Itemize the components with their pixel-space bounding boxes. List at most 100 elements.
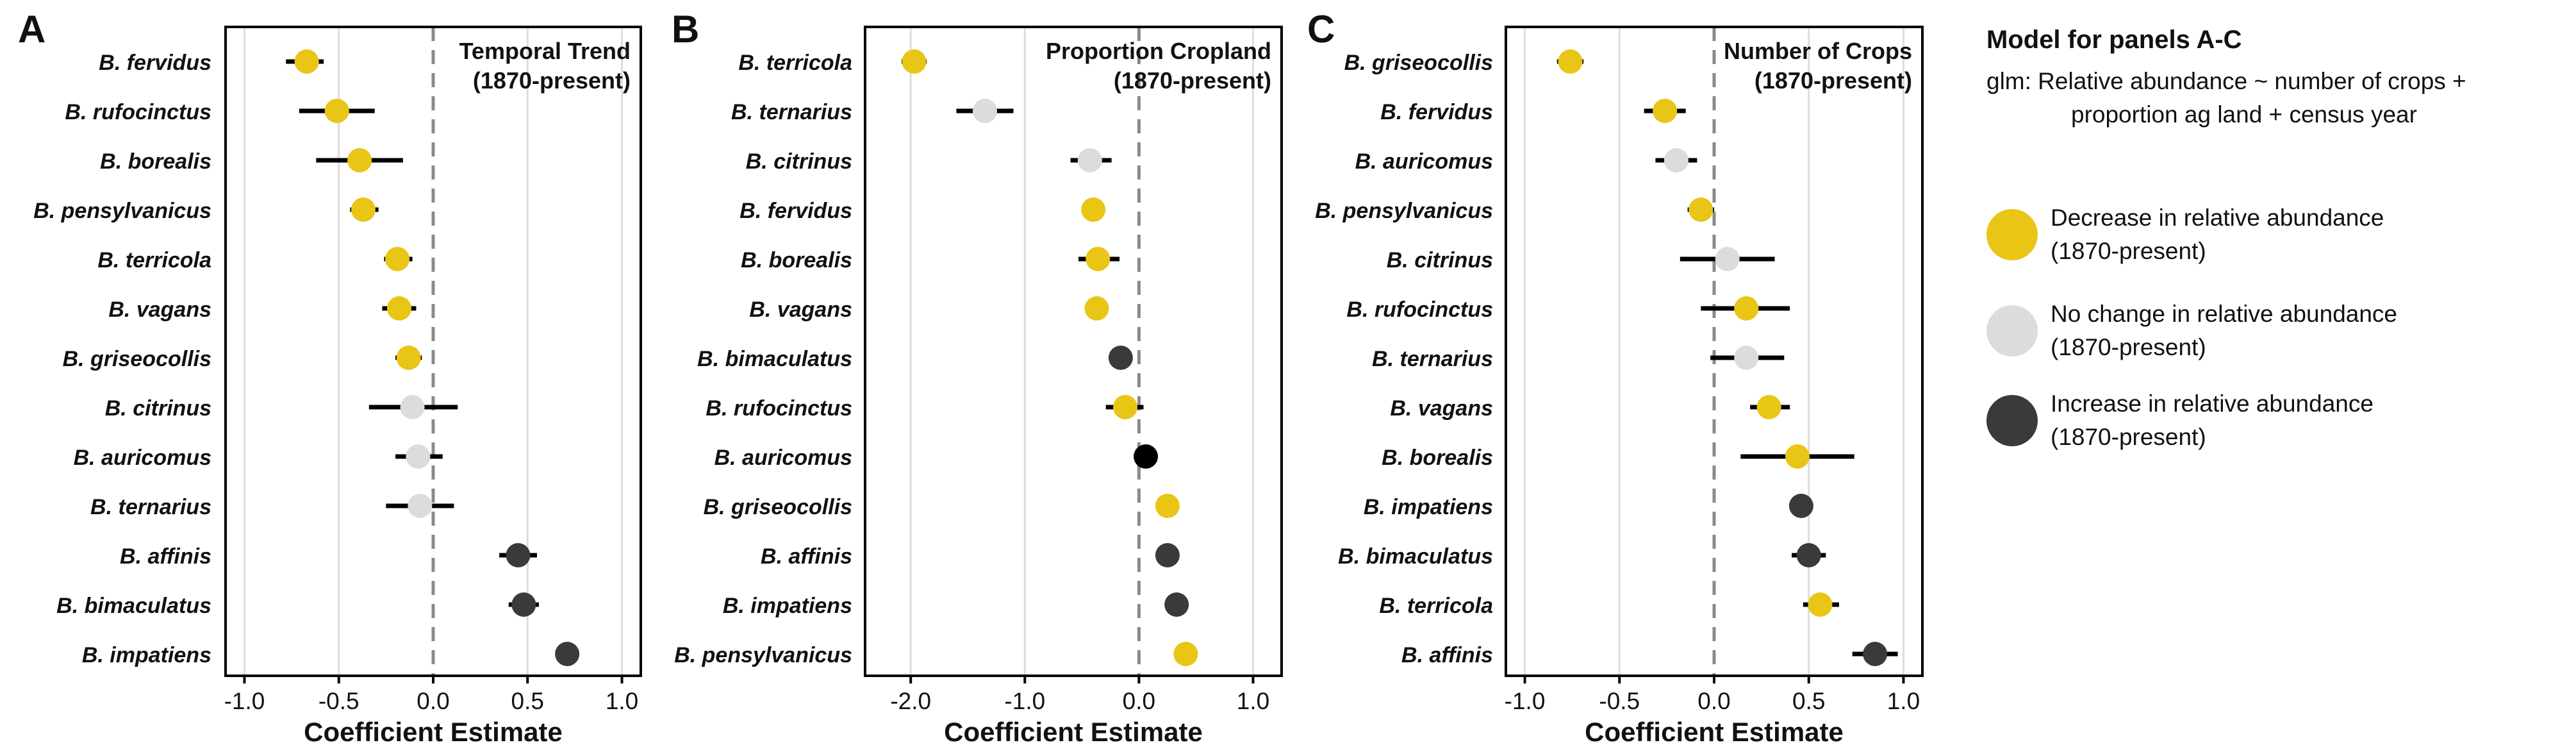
data-row: B. borealis bbox=[741, 247, 1120, 272]
x-tick-label: 0.5 bbox=[511, 688, 544, 714]
x-tick-label: 1.0 bbox=[1887, 688, 1920, 714]
data-row: B. vagans bbox=[1390, 395, 1790, 421]
panel-letter: C bbox=[1307, 8, 1335, 51]
panel-title: Number of Crops bbox=[1724, 38, 1912, 64]
data-point bbox=[294, 49, 319, 74]
data-row: B. fervidus bbox=[1380, 99, 1686, 124]
legend-item-increase-label: Increase in relative abundance bbox=[2051, 390, 2374, 417]
data-row: B. vagans bbox=[108, 296, 417, 322]
species-label: B. rufocinctus bbox=[65, 100, 211, 124]
legend-item-no-change-period: (1870-present) bbox=[2051, 334, 2206, 360]
data-point bbox=[555, 642, 580, 666]
data-point bbox=[506, 543, 531, 567]
legend-model-line-1: glm: Relative abundance ~ number of crop… bbox=[1986, 68, 2466, 94]
x-tick-label: 1.0 bbox=[1237, 688, 1269, 714]
panel-title: Temporal Trend bbox=[459, 38, 631, 64]
legend: Model for panels A-C glm: Relative abund… bbox=[1986, 26, 2563, 450]
species-label: B. ternarius bbox=[731, 100, 852, 124]
data-point bbox=[1155, 494, 1180, 518]
legend-item-no-change: No change in relative abundance (1870-pr… bbox=[1986, 295, 2563, 365]
x-tick-label: 0.0 bbox=[1697, 688, 1730, 714]
data-row: B. fervidus bbox=[739, 197, 1106, 223]
data-point bbox=[1664, 148, 1688, 172]
data-row: B. terricola bbox=[97, 247, 413, 272]
data-row: B. pensylvanicus bbox=[33, 197, 379, 223]
panel-subtitle: (1870-present) bbox=[1754, 67, 1912, 94]
data-row: B. terricola bbox=[738, 49, 927, 75]
data-point bbox=[324, 99, 349, 123]
legend-item-decrease-period: (1870-present) bbox=[2051, 238, 2206, 264]
data-point bbox=[347, 148, 372, 172]
data-point bbox=[1785, 444, 1810, 469]
legend-item-increase: Increase in relative abundance (1870-pre… bbox=[1986, 385, 2563, 455]
species-label: B. griseocollis bbox=[704, 495, 852, 519]
legend-item-no-change-label: No change in relative abundance bbox=[2051, 301, 2397, 327]
data-row: B. pensylvanicus bbox=[674, 642, 1198, 667]
species-label: B. impatiens bbox=[723, 594, 852, 618]
data-row: B. impatiens bbox=[82, 642, 580, 667]
data-row: B. terricola bbox=[1379, 592, 1839, 618]
species-label: B. bimaculatus bbox=[1338, 544, 1493, 569]
data-row: B. fervidus bbox=[99, 49, 324, 75]
data-row: B. auricomus bbox=[74, 444, 443, 470]
species-label: B. fervidus bbox=[99, 51, 211, 75]
panel-title: Proportion Cropland bbox=[1046, 38, 1271, 64]
data-point bbox=[1113, 395, 1138, 419]
legend-item-increase-period: (1870-present) bbox=[2051, 424, 2206, 450]
data-row: B. bimaculatus bbox=[1338, 543, 1826, 569]
species-label: B. terricola bbox=[97, 248, 211, 272]
legend-model-line-2: proportion ag land + census year bbox=[2071, 101, 2417, 128]
species-label: B. ternarius bbox=[1372, 347, 1493, 371]
species-label: B. impatiens bbox=[82, 643, 211, 667]
data-point bbox=[1086, 247, 1110, 271]
species-label: B. affinis bbox=[761, 544, 852, 569]
data-point bbox=[1164, 592, 1189, 617]
data-row: B. impatiens bbox=[1364, 494, 1813, 519]
data-row: B. rufocinctus bbox=[1346, 296, 1790, 322]
x-tick-label: -1.0 bbox=[1505, 688, 1546, 714]
data-point bbox=[406, 444, 431, 469]
data-row: B. pensylvanicus bbox=[1315, 197, 1714, 223]
legend-swatch-increase bbox=[1986, 395, 2038, 446]
data-point bbox=[1081, 197, 1106, 222]
data-row: B. auricomus bbox=[1355, 148, 1697, 174]
data-row: B. bimaculatus bbox=[56, 592, 539, 618]
data-point bbox=[1715, 247, 1740, 271]
data-point bbox=[386, 296, 411, 321]
x-tick-label: -1.0 bbox=[224, 688, 265, 714]
data-point bbox=[1788, 494, 1813, 518]
data-row: B. impatiens bbox=[723, 592, 1189, 618]
species-label: B. fervidus bbox=[1380, 100, 1493, 124]
data-row: B. affinis bbox=[761, 543, 1180, 569]
data-row: B. citrinus bbox=[105, 395, 458, 421]
legend-item-decrease: Decrease in relative abundance (1870-pre… bbox=[1986, 199, 2563, 269]
data-point bbox=[1688, 197, 1713, 222]
panel-letter: B bbox=[672, 8, 699, 51]
species-label: B. auricomus bbox=[74, 446, 211, 470]
species-label: B. rufocinctus bbox=[706, 396, 852, 421]
species-label: B. vagans bbox=[1390, 396, 1493, 421]
data-row: B. ternarius bbox=[1372, 346, 1785, 371]
data-row: B. rufocinctus bbox=[65, 99, 375, 124]
x-tick-label: -2.0 bbox=[890, 688, 931, 714]
legend-title: Model for panels A-C bbox=[1986, 26, 2242, 54]
species-label: B. affinis bbox=[1401, 643, 1493, 667]
x-tick-label: -0.5 bbox=[1599, 688, 1640, 714]
species-label: B. auricomus bbox=[714, 446, 852, 470]
plot-frame bbox=[864, 26, 1283, 677]
species-label: B. pensylvanicus bbox=[33, 199, 211, 223]
species-label: B. borealis bbox=[741, 248, 852, 272]
data-row: B. griseocollis bbox=[704, 494, 1180, 519]
data-row: B. griseocollis bbox=[1344, 49, 1584, 75]
x-tick-label: -1.0 bbox=[1004, 688, 1045, 714]
x-axis-label: Coefficient Estimate bbox=[1585, 717, 1844, 747]
data-point bbox=[1734, 296, 1759, 321]
x-axis-label: Coefficient Estimate bbox=[304, 717, 563, 747]
species-label: B. borealis bbox=[1382, 446, 1493, 470]
x-tick-label: -0.5 bbox=[318, 688, 359, 714]
data-point bbox=[1796, 543, 1821, 567]
x-tick-label: 1.0 bbox=[606, 688, 638, 714]
legend-model-formula: glm: Relative abundance ~ number of crop… bbox=[1986, 65, 2563, 131]
data-point bbox=[385, 247, 410, 271]
